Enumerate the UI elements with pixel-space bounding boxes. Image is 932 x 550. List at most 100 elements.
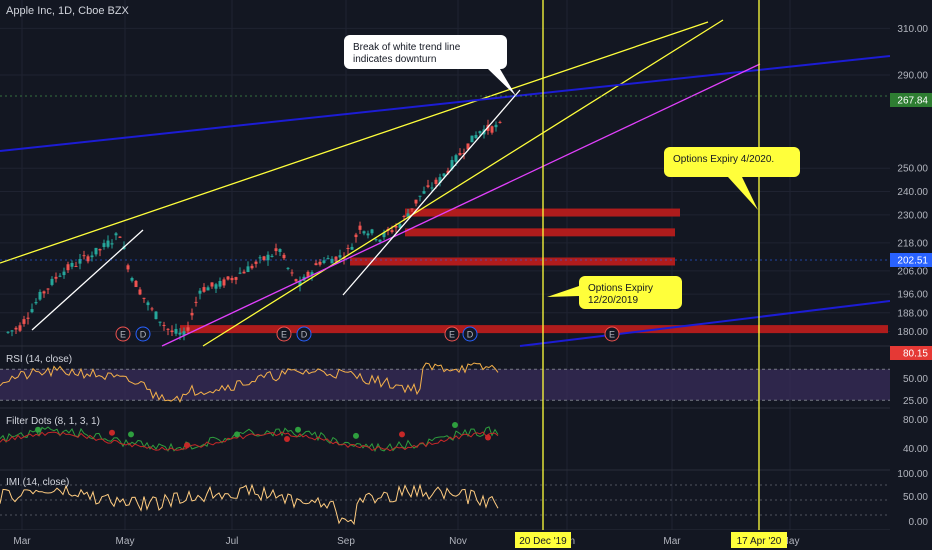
rsi-axis-tick: 25.00 bbox=[903, 396, 928, 407]
filter-dot bbox=[184, 442, 190, 449]
filter-dots-pane[interactable] bbox=[0, 422, 499, 453]
filter-dot bbox=[485, 434, 491, 441]
candle-body bbox=[326, 258, 330, 260]
candle-body bbox=[430, 187, 434, 189]
candle-body bbox=[10, 330, 14, 332]
candle-body bbox=[134, 280, 138, 288]
candle-body bbox=[470, 135, 474, 143]
candle-body bbox=[206, 287, 210, 291]
candle-body bbox=[90, 255, 94, 258]
candle-body bbox=[182, 331, 186, 336]
filter-dot bbox=[452, 422, 458, 429]
filter-dot bbox=[234, 431, 240, 438]
imi-axis-tick: 100.00 bbox=[897, 469, 928, 480]
candle-body bbox=[442, 173, 446, 177]
candle-body bbox=[346, 247, 350, 249]
candle-body bbox=[34, 302, 38, 304]
filter-fast-line bbox=[0, 426, 499, 453]
candle-body bbox=[30, 309, 34, 313]
price-axis-tick: 240.00 bbox=[897, 187, 928, 198]
candle-body bbox=[298, 280, 302, 286]
candle-body bbox=[422, 191, 426, 194]
imi-title: IMI (14, close) bbox=[6, 477, 69, 488]
candle-body bbox=[250, 265, 254, 269]
time-axis-tick: May bbox=[781, 536, 800, 547]
earnings-marker bbox=[604, 326, 620, 342]
candle-body bbox=[58, 275, 62, 277]
price-axis[interactable]: 180.00 188.00 196.00 206.00 218.00 230.00 240.… bbox=[890, 0, 932, 530]
filter-dot bbox=[109, 429, 115, 436]
imi-axis-tick: 50.00 bbox=[903, 492, 928, 503]
candle-body bbox=[434, 179, 438, 184]
candle-body bbox=[454, 155, 458, 162]
candle-body bbox=[278, 249, 282, 252]
candle-body bbox=[118, 236, 122, 238]
earnings-marker-label: D bbox=[301, 330, 308, 340]
time-axis-tick: Mar bbox=[13, 536, 31, 547]
candle-body bbox=[286, 267, 290, 269]
earnings-marker-label: E bbox=[120, 330, 126, 340]
candle-body bbox=[210, 282, 214, 287]
candle-body bbox=[42, 291, 46, 294]
candle-body bbox=[258, 257, 262, 259]
candle-body bbox=[74, 266, 78, 268]
imi-axis-tick: 0.00 bbox=[909, 517, 929, 528]
time-axis-tick: Sep bbox=[337, 536, 355, 547]
candle-body bbox=[66, 264, 70, 271]
callout-tail bbox=[547, 286, 579, 297]
candle-body bbox=[214, 284, 218, 289]
filter-axis-tick: 80.00 bbox=[903, 415, 928, 426]
candle-body bbox=[166, 328, 170, 330]
candle-body bbox=[170, 330, 174, 333]
candle-body bbox=[406, 213, 410, 217]
level-price-tag-bg bbox=[890, 253, 932, 267]
resistance-zone bbox=[350, 257, 675, 266]
callout-text: Break of white trend line bbox=[353, 42, 461, 53]
level-price-tag: 202.51 bbox=[897, 256, 928, 267]
filter-dot bbox=[295, 426, 301, 433]
candle-body bbox=[294, 279, 298, 282]
candle-body bbox=[106, 240, 110, 247]
candle-body bbox=[362, 231, 366, 234]
filter-dots-title: Filter Dots (8, 1, 3, 1) bbox=[6, 416, 100, 427]
candle-body bbox=[198, 290, 202, 294]
candle-body bbox=[450, 160, 454, 170]
candle-body bbox=[6, 331, 10, 333]
resistance-zone bbox=[180, 325, 888, 334]
rsi-value-tag-bg bbox=[890, 346, 932, 360]
candle-body bbox=[94, 247, 98, 255]
candle-body bbox=[426, 185, 430, 187]
candle-body bbox=[254, 261, 258, 264]
candle-body bbox=[338, 255, 342, 258]
imi-pane[interactable] bbox=[0, 483, 890, 526]
earnings-marker bbox=[115, 326, 131, 342]
candle-body bbox=[158, 321, 162, 323]
candle-body bbox=[310, 272, 314, 276]
price-axis-tick: 310.00 bbox=[897, 24, 928, 35]
candle-body bbox=[414, 199, 418, 204]
candle-body bbox=[230, 277, 234, 281]
candle-body bbox=[462, 153, 466, 155]
date-tag: 17 Apr '20 bbox=[737, 536, 782, 547]
candle-body bbox=[318, 261, 322, 265]
candle-body bbox=[262, 256, 266, 260]
filter-dot bbox=[399, 431, 405, 438]
date-tag: 20 Dec '19 bbox=[519, 536, 567, 547]
resistance-zone bbox=[405, 228, 675, 237]
last-price-tag: 267.84 bbox=[897, 96, 928, 107]
candle-body bbox=[98, 249, 102, 251]
candle-body bbox=[370, 229, 374, 234]
rsi-pane[interactable] bbox=[0, 362, 890, 403]
rsi-line bbox=[0, 362, 499, 403]
candle-body bbox=[382, 232, 386, 238]
time-axis-tick: Nov bbox=[449, 536, 467, 547]
candle-body bbox=[126, 265, 130, 270]
candle-body bbox=[222, 279, 226, 286]
price-axis-tick: 196.00 bbox=[897, 290, 928, 301]
callout-tail bbox=[488, 69, 516, 96]
candle-body bbox=[62, 271, 66, 276]
